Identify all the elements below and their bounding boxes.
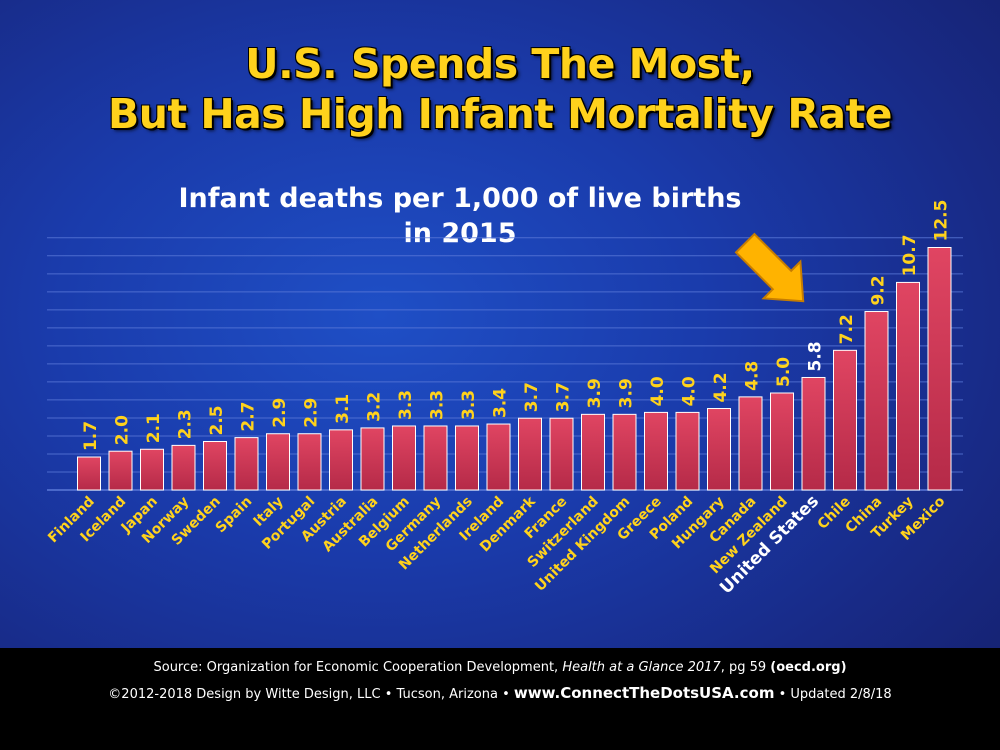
bar [518,417,542,491]
bar [297,433,322,491]
bar [896,281,920,491]
value-label: 3.9 [585,378,605,408]
bar [927,247,952,491]
value-label: 3.4 [491,388,511,418]
value-label: 3.3 [459,390,479,420]
bar [864,311,889,491]
value-label: 1.7 [81,421,101,451]
value-label: 4.0 [648,376,668,406]
bar [707,408,731,491]
value-label: 2.1 [144,413,164,443]
bar [423,425,448,491]
value-label: 10.7 [900,234,920,276]
category-labels: FinlandIcelandJapanNorwaySwedenSpainItal… [45,491,948,598]
value-label: 3.3 [396,390,416,420]
value-label: 3.3 [428,390,448,420]
bar [801,376,826,491]
value-labels: 1.7 2.0 2.1 2.3 2.5 2.7 2.9 2.9 3.1 3.2 3.3 3.3 3.3 3… [81,200,952,451]
bar [770,392,794,491]
value-label: 7.2 [837,314,857,344]
source-site: (oecd.org) [770,660,847,675]
credit-prefix: ©2012-2018 Design by Witte Design, LLC •… [108,687,514,702]
credit-line: ©2012-2018 Design by Witte Design, LLC •… [0,684,1000,702]
bar-chart: 1.7 2.0 2.1 2.3 2.5 2.7 2.9 2.9 3.1 3.2 3.3 3.3 3.3 3… [45,199,963,598]
bar [738,396,763,491]
title-line-1: U.S. Spends The Most, [245,40,755,88]
bar [455,425,479,491]
value-label: 3.9 [617,378,637,408]
source-suffix: , pg 59 [720,660,771,675]
value-label: 4.0 [680,376,700,406]
value-label: 2.9 [270,398,290,428]
bar [140,448,164,491]
bar [486,423,511,491]
value-label: 2.5 [207,405,227,435]
bar [392,425,416,491]
subtitle-line-1: Infant deaths per 1,000 of live births [178,183,742,214]
value-label: 2.7 [239,401,259,431]
bar [171,444,196,491]
bar [549,417,574,491]
bar [234,437,259,491]
bar [360,427,385,491]
value-label: 3.7 [522,382,542,412]
source-title: Health at a Glance 2017 [562,660,721,675]
bar [203,441,227,491]
value-label: 5.8 [806,341,826,371]
value-label: 3.2 [365,392,385,422]
bar [329,429,353,491]
bar [108,450,133,491]
value-label: 3.1 [333,394,353,424]
value-label: 4.8 [743,361,763,391]
bar [675,411,700,491]
value-label: 4.2 [711,372,731,402]
bar [266,433,290,491]
bar [581,413,605,491]
value-label: 12.5 [932,200,952,242]
value-label: 3.7 [554,382,574,412]
footer: Source: Organization for Economic Cooper… [0,648,1000,750]
title-line-2: But Has High Infant Mortality Rate [108,90,892,138]
bars [77,247,952,491]
source-prefix: Source: Organization for Economic Cooper… [153,660,563,675]
website-link[interactable]: www.ConnectTheDotsUSA.com [513,684,775,702]
value-label: 2.0 [113,415,133,445]
credit-suffix: • Updated 2/8/18 [774,687,892,702]
bar [612,413,637,491]
category-label: Spain [213,494,256,537]
source-line: Source: Organization for Economic Cooper… [0,660,1000,675]
value-label: 9.2 [869,275,889,305]
value-label: 5.0 [774,357,794,387]
value-label: 2.3 [176,409,196,439]
bar [644,411,668,491]
value-label: 2.9 [302,398,322,428]
subtitle-line-2: in 2015 [403,218,517,249]
arrow-icon [734,232,805,303]
bar [833,349,857,491]
bar [77,456,101,491]
